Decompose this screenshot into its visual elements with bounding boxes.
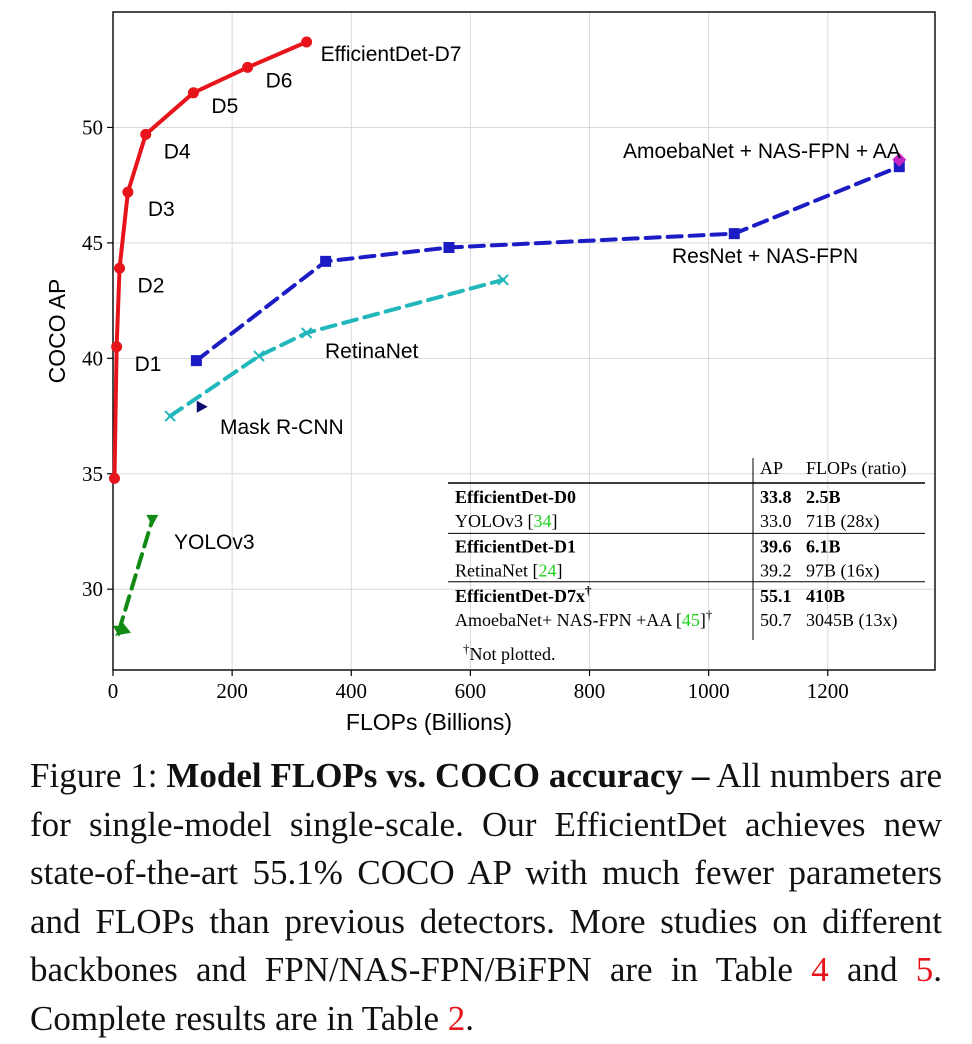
label-d5: D5 [211, 95, 238, 118]
label-d4: D4 [164, 140, 191, 163]
efficientdet-point [140, 128, 152, 140]
table-row-flops: 71B (28x) [806, 511, 880, 532]
x-tick-label: 0 [108, 679, 119, 703]
x-axis-label: FLOPs (Billions) [346, 709, 512, 735]
label-amoebanet: AmoebaNet + NAS-FPN + AA [623, 140, 901, 163]
label-d1: D1 [135, 353, 162, 376]
x-tick-label: 600 [455, 679, 487, 703]
table-citation[interactable]: 24 [538, 561, 556, 581]
flops-vs-ap-chart: 0 200 400 600 800 1000 1200 30 35 40 45 50 FLOPs (Bi… [44, 11, 936, 735]
efficientdet-point [242, 61, 254, 73]
table-row-flops: 3045B (13x) [806, 610, 898, 631]
y-axis-label: COCO AP [44, 279, 70, 384]
table-row-model: AmoebaNet+ NAS-FPN +AA [45]† [455, 607, 713, 630]
table-row-model: EfficientDet-D0 [455, 487, 576, 507]
x-marker-stroke [253, 350, 265, 362]
y-tick-label: 35 [82, 462, 103, 486]
label-efficientdet-d7: EfficientDet-D7 [321, 43, 462, 66]
resnet-nas-fpn-point [190, 355, 202, 367]
efficientdet-point [111, 341, 123, 353]
caption-table-ref-2[interactable]: 2 [447, 998, 466, 1038]
table-citation[interactable]: 34 [534, 511, 552, 531]
x-tick-label: 1200 [807, 679, 849, 703]
retinanet-point [497, 274, 509, 286]
table-row-flops: 410B [806, 586, 845, 606]
caption-bold-title: Model FLOPs vs. COCO accuracy – [166, 756, 710, 795]
table-citation[interactable]: 45 [682, 610, 700, 630]
x-marker-stroke [497, 274, 509, 286]
table-row-flops: 97B (16x) [806, 561, 880, 582]
table-row-model: EfficientDet-D7x† [455, 583, 592, 606]
amoebanet-nas-fpn-aa-point [892, 152, 907, 167]
label-d2: D2 [138, 274, 165, 297]
efficientdet-point [301, 36, 313, 48]
resnet-nas-fpn-point [728, 228, 740, 240]
inset-table: AP FLOPs (ratio) EfficientDet-D0 33.8 2.5B YO… [448, 458, 925, 664]
x-marker-stroke [164, 410, 176, 422]
table-row-model: RetinaNet [24] [455, 561, 562, 581]
retinanet-point [164, 410, 176, 422]
caption-text-2: and [828, 950, 916, 990]
plot-frame [112, 11, 936, 671]
caption-prefix: Figure 1: [30, 756, 167, 795]
table-footnote: †Not plotted. [463, 641, 556, 664]
yolov3-point [146, 514, 159, 526]
table-row-flops: 2.5B [806, 487, 841, 507]
table-row-ap: 33.8 [760, 487, 792, 507]
retinanet-point [300, 327, 313, 339]
x-tick-label: 800 [574, 679, 606, 703]
figure-caption: Figure 1: Model FLOPs vs. COCO accuracy … [30, 752, 942, 1044]
efficientdet-point [187, 87, 199, 99]
yolov3-line [116, 517, 155, 633]
label-d6: D6 [266, 69, 293, 92]
x-tick-label: 1000 [688, 679, 730, 703]
table-header-flops: FLOPs (ratio) [806, 458, 907, 479]
y-tick-label: 45 [82, 231, 103, 255]
label-d3: D3 [148, 198, 175, 221]
label-resnet-nas-fpn: ResNet + NAS-FPN [672, 245, 858, 268]
table-row-ap: 39.2 [760, 561, 792, 581]
caption-text-4: . [465, 998, 475, 1038]
table-row-ap: 39.6 [760, 536, 792, 556]
x-marker-stroke [300, 327, 313, 339]
table-row-ap: 33.0 [760, 511, 792, 531]
figure-chart: 0 200 400 600 800 1000 1200 30 35 40 45 50 FLOPs (Bi… [44, 11, 936, 735]
efficientdet-line [112, 40, 309, 481]
table-row-ap: 50.7 [760, 610, 792, 630]
table-row-ap: 55.1 [760, 586, 792, 606]
label-retinanet: RetinaNet [325, 340, 419, 363]
y-tick-label: 40 [82, 346, 103, 370]
efficientdet-point [114, 262, 126, 274]
label-mask-rcnn: Mask R-CNN [220, 416, 344, 439]
x-tick-label: 200 [216, 679, 248, 703]
caption-text-1: All numbers are for single-model single-… [30, 756, 943, 990]
table-row-flops: 6.1B [806, 536, 841, 556]
table-header-ap: AP [760, 458, 783, 478]
x-tick-label: 400 [336, 679, 368, 703]
yolov3-arrow-head [114, 622, 131, 636]
caption-text-3: . Complete results are in Table [30, 950, 942, 1038]
mask-r-cnn-point [196, 400, 208, 413]
caption-table-ref-4[interactable]: 4 [811, 950, 829, 990]
table-row-model: YOLOv3 [34] [455, 511, 558, 531]
caption-table-ref-5[interactable]: 5 [915, 950, 934, 990]
label-yolov3: YOLOv3 [174, 531, 255, 554]
retinanet-line [168, 277, 506, 419]
y-tick-label: 30 [82, 577, 103, 601]
resnet-nas-fpn-point [320, 255, 332, 267]
efficientdet-point [122, 186, 134, 198]
y-tick-label: 50 [82, 115, 103, 139]
resnet-nas-fpn-point [443, 241, 455, 253]
retinanet-point [253, 350, 265, 362]
table-row-model: EfficientDet-D1 [455, 536, 576, 556]
efficientdet-point [108, 472, 120, 484]
